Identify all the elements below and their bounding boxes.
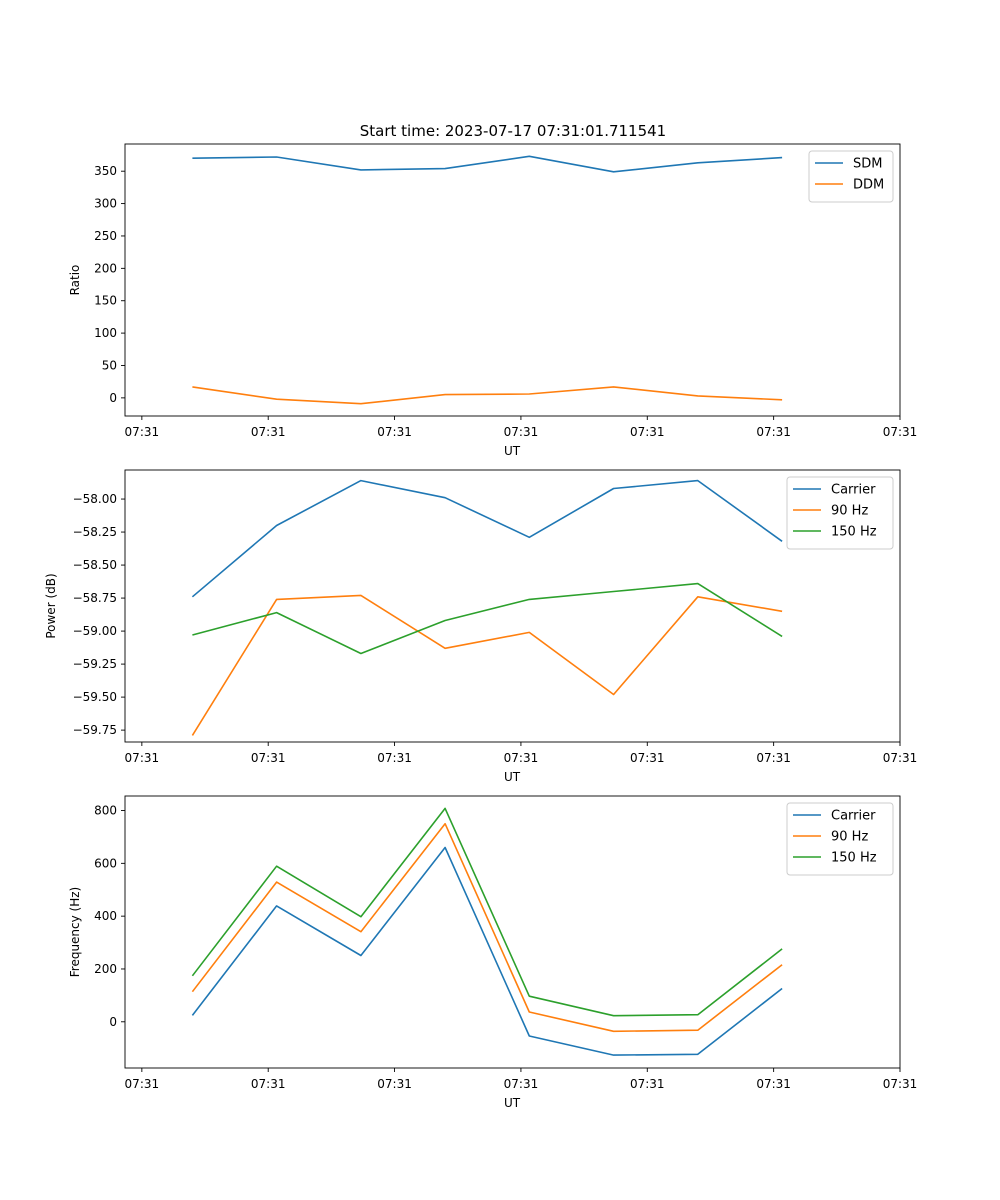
power-x-tick-label: 07:31 [251, 751, 286, 765]
frequency-x-tick-label: 07:31 [756, 1077, 791, 1091]
power-legend: Carrier 90 Hz 150 Hz [786, 476, 894, 550]
power-y-axis-label: Power (dB) [44, 573, 58, 638]
ratio-legend-label: DDM [853, 178, 884, 193]
frequency-series-line-carrier [191, 846, 783, 1056]
ratio-x-tick-label: 07:31 [125, 425, 160, 439]
ratio-x-tick-label: 07:31 [630, 425, 665, 439]
power-x-tick-label: 07:31 [125, 751, 160, 765]
frequency-y-tick-label: 200 [94, 962, 117, 976]
power-x-tick-label: 07:31 [883, 751, 918, 765]
power-x-tick-label: 07:31 [756, 751, 791, 765]
frequency-legend-label: Carrier [831, 809, 876, 824]
frequency-x-tick-label: 07:31 [504, 1077, 539, 1091]
power-y-tick-label: −58.25 [73, 525, 117, 539]
ratio-series-line-sdm [192, 155, 783, 173]
power-x-axis-label: UT [504, 770, 521, 784]
ratio-x-tick-label: 07:31 [377, 425, 412, 439]
ratio-x-tick-label: 07:31 [883, 425, 918, 439]
ratio-y-tick-label: 300 [94, 197, 117, 211]
frequency-y-tick-label: 600 [94, 856, 117, 870]
ratio-x-axis-label: UT [504, 444, 521, 458]
frequency-panel: 07:31 07:31 07:31 07:31 07:31 07:31 07:31 0 200 4… [68, 795, 918, 1110]
ratio-y-tick-label: 200 [94, 261, 117, 275]
frequency-y-axis-label: Frequency (Hz) [68, 887, 82, 978]
power-y-tick-label: −58.75 [73, 591, 117, 605]
ratio-y-tick-label: 350 [94, 164, 117, 178]
ratio-axes-frame [124, 143, 901, 417]
frequency-y-tick-label: 800 [94, 804, 117, 818]
power-axes-frame [124, 469, 901, 743]
frequency-legend-label: 90 Hz [831, 830, 868, 845]
power-y-tick-label: −59.25 [73, 657, 117, 671]
power-series-line-150-hz [192, 582, 783, 655]
ratio-panel: 07:31 07:31 07:31 07:31 07:31 07:31 07:31 0 50 10… [68, 143, 918, 458]
ratio-series-line-ddm [192, 386, 783, 405]
ratio-y-tick-label: 0 [109, 391, 117, 405]
ratio-x-tick-label: 07:31 [504, 425, 539, 439]
frequency-x-tick-label: 07:31 [377, 1077, 412, 1091]
frequency-x-tick-label: 07:31 [251, 1077, 286, 1091]
ratio-y-tick-label: 100 [94, 326, 117, 340]
power-panel: 07:31 07:31 07:31 07:31 07:31 07:31 07:31 −59.7… [44, 469, 918, 784]
frequency-series-line-90-hz [191, 822, 783, 1033]
ratio-x-tick-label: 07:31 [251, 425, 286, 439]
power-x-tick-label: 07:31 [630, 751, 665, 765]
power-y-tick-label: −59.50 [73, 690, 117, 704]
power-legend-label: 150 Hz [831, 525, 877, 540]
frequency-y-tick-label: 400 [94, 909, 117, 923]
power-x-tick-label: 07:31 [377, 751, 412, 765]
frequency-x-tick-label: 07:31 [125, 1077, 160, 1091]
power-legend-label: Carrier [831, 483, 876, 498]
figure-title: Start time: 2023-07-17 07:31:01.711541 [360, 122, 666, 140]
frequency-legend-label: 150 Hz [831, 851, 877, 866]
power-y-tick-label: −58.00 [73, 492, 117, 506]
frequency-series-line-150-hz [191, 807, 783, 1017]
ratio-legend: SDM DDM [808, 150, 894, 203]
ratio-y-tick-label: 150 [94, 294, 117, 308]
power-legend-label: 90 Hz [831, 504, 868, 519]
power-series-line-carrier [191, 479, 783, 598]
frequency-legend: Carrier 90 Hz 150 Hz [786, 802, 894, 876]
ratio-y-axis-label: Ratio [68, 265, 82, 296]
ratio-y-tick-label: 250 [94, 229, 117, 243]
frequency-x-axis-label: UT [504, 1096, 521, 1110]
power-y-tick-label: −58.50 [73, 558, 117, 572]
frequency-x-tick-label: 07:31 [883, 1077, 918, 1091]
frequency-axes-frame [124, 795, 901, 1069]
power-y-tick-label: −59.75 [73, 723, 117, 737]
power-y-tick-label: −59.00 [73, 624, 117, 638]
power-series-line-90-hz [191, 594, 783, 736]
ratio-x-tick-label: 07:31 [756, 425, 791, 439]
ratio-legend-label: SDM [853, 157, 882, 172]
frequency-y-tick-label: 0 [109, 1015, 117, 1029]
frequency-x-tick-label: 07:31 [630, 1077, 665, 1091]
power-x-tick-label: 07:31 [504, 751, 539, 765]
ratio-y-tick-label: 50 [102, 358, 117, 372]
